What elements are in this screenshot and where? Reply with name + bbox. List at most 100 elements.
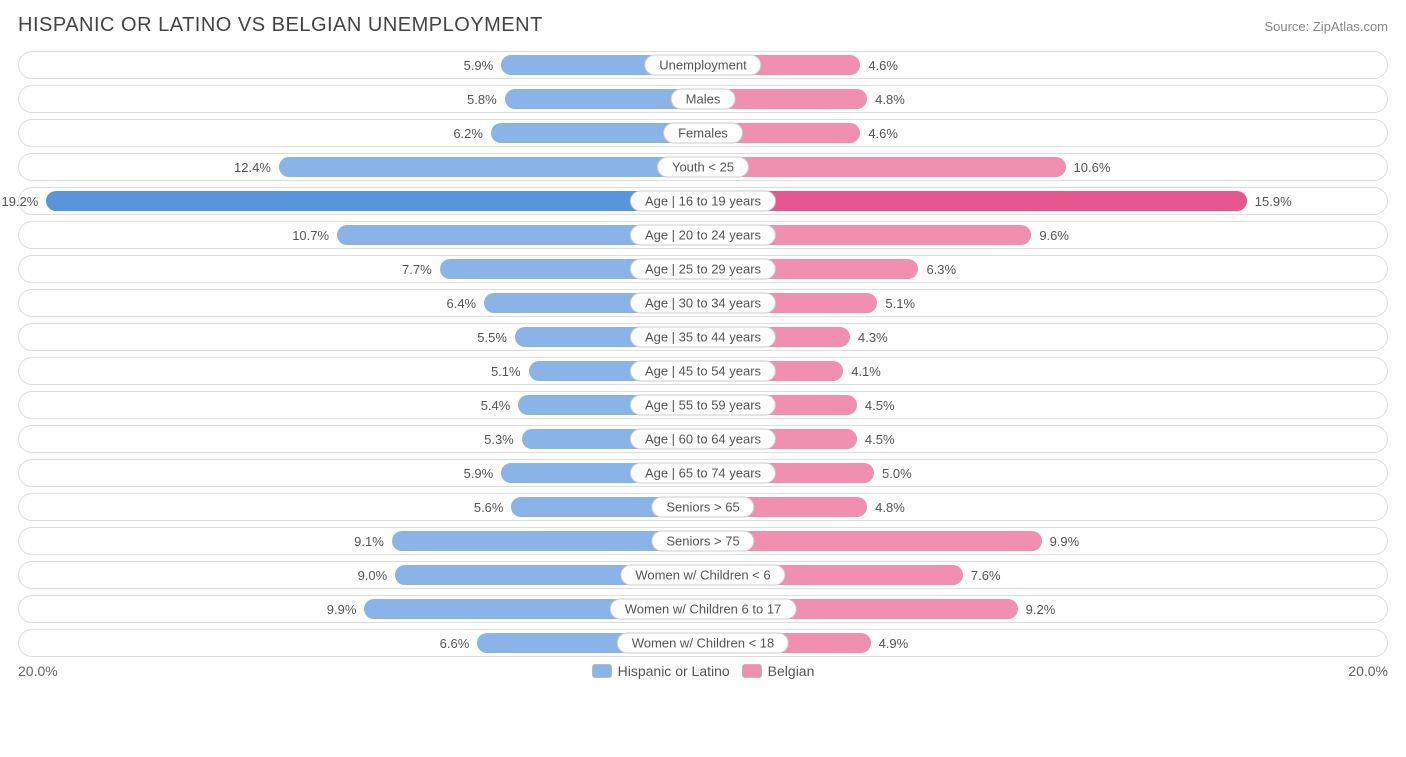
axis-max-left: 20.0%	[18, 663, 78, 679]
bar-right	[703, 191, 1247, 211]
value-right: 4.6%	[860, 120, 898, 146]
value-right: 4.1%	[843, 358, 881, 384]
chart-row-left-half: 9.9%	[19, 596, 703, 622]
chart-row-left-half: 5.6%	[19, 494, 703, 520]
chart-row-left-half: 19.2%	[19, 188, 703, 214]
chart-row-right-half: 4.8%	[703, 86, 1387, 112]
category-label: Age | 35 to 44 years	[630, 327, 776, 348]
chart-row-left-half: 6.4%	[19, 290, 703, 316]
axis-max-right: 20.0%	[1328, 663, 1388, 679]
legend-label-left: Hispanic or Latino	[618, 663, 730, 679]
chart-row-left-half: 12.4%	[19, 154, 703, 180]
category-label: Youth < 25	[657, 157, 749, 178]
chart-row-right-half: 4.3%	[703, 324, 1387, 350]
chart-row-left-half: 7.7%	[19, 256, 703, 282]
chart-row: 9.0% 7.6% Women w/ Children < 6	[18, 561, 1388, 589]
value-right: 4.5%	[857, 426, 895, 452]
value-left: 19.2%	[2, 188, 47, 214]
category-label: Seniors > 75	[651, 531, 754, 552]
value-left: 9.9%	[327, 596, 365, 622]
chart-row: 5.3%4.5%Age | 60 to 64 years	[18, 425, 1388, 453]
chart-row: 9.1% 9.9% Seniors > 75	[18, 527, 1388, 555]
bar-left	[279, 157, 703, 177]
value-left: 9.1%	[354, 528, 392, 554]
source-attribution: Source: ZipAtlas.com	[1264, 19, 1388, 34]
category-label: Age | 20 to 24 years	[630, 225, 776, 246]
category-label: Age | 55 to 59 years	[630, 395, 776, 416]
bar-right	[703, 157, 1066, 177]
legend: Hispanic or Latino Belgian	[592, 663, 815, 679]
category-label: Age | 65 to 74 years	[630, 463, 776, 484]
category-label: Age | 45 to 54 years	[630, 361, 776, 382]
value-left: 9.0%	[358, 562, 396, 588]
category-label: Women w/ Children < 18	[617, 633, 789, 654]
legend-label-right: Belgian	[768, 663, 815, 679]
chart-row-right-half: 4.5%	[703, 392, 1387, 418]
value-left: 5.4%	[481, 392, 519, 418]
value-left: 6.6%	[440, 630, 478, 656]
value-right: 9.9%	[1042, 528, 1080, 554]
value-right: 10.6%	[1066, 154, 1111, 180]
chart-row-right-half: 9.6%	[703, 222, 1387, 248]
chart-row: 19.2%15.9%Age | 16 to 19 years	[18, 187, 1388, 215]
value-right: 4.3%	[850, 324, 888, 350]
chart-row: 5.6% 4.8% Seniors > 65	[18, 493, 1388, 521]
value-right: 5.1%	[877, 290, 915, 316]
chart-footer: 20.0% Hispanic or Latino Belgian 20.0%	[18, 663, 1388, 679]
value-left: 5.8%	[467, 86, 505, 112]
chart-row-right-half: 10.6%	[703, 154, 1387, 180]
chart-row-right-half: 9.9%	[703, 528, 1387, 554]
category-label: Women w/ Children < 6	[620, 565, 785, 586]
chart-title: HISPANIC OR LATINO VS BELGIAN UNEMPLOYME…	[18, 14, 543, 37]
chart-row: 5.1% 4.1% Age | 45 to 54 years	[18, 357, 1388, 385]
category-label: Unemployment	[644, 55, 761, 76]
value-right: 4.9%	[871, 630, 909, 656]
chart-row-left-half: 5.5%	[19, 324, 703, 350]
value-right: 4.8%	[867, 494, 905, 520]
value-right: 9.2%	[1018, 596, 1056, 622]
chart-row-right-half: 4.6%	[703, 52, 1387, 78]
value-left: 5.6%	[474, 494, 512, 520]
chart-row-right-half: 4.8%	[703, 494, 1387, 520]
chart-row: 5.5% 4.3% Age | 35 to 44 years	[18, 323, 1388, 351]
value-left: 5.5%	[477, 324, 515, 350]
value-left: 5.9%	[464, 52, 502, 78]
value-right: 4.8%	[867, 86, 905, 112]
chart-row-left-half: 5.9%	[19, 460, 703, 486]
value-left: 5.1%	[491, 358, 529, 384]
value-right: 15.9%	[1247, 188, 1292, 214]
category-label: Males	[671, 89, 736, 110]
chart-row-right-half: 9.2%	[703, 596, 1387, 622]
chart-row: 5.4% 4.5% Age | 55 to 59 years	[18, 391, 1388, 419]
chart-row-right-half: 4.1%	[703, 358, 1387, 384]
chart-row-left-half: 6.2%	[19, 120, 703, 146]
diverging-bar-chart: 5.9%4.6%Unemployment5.8%4.8%Males6.2%4.6…	[18, 51, 1388, 657]
chart-row: 10.7% 9.6%Age | 20 to 24 years	[18, 221, 1388, 249]
value-left: 12.4%	[234, 154, 279, 180]
chart-row-left-half: 5.9%	[19, 52, 703, 78]
chart-row-left-half: 5.8%	[19, 86, 703, 112]
swatch-blue-icon	[592, 664, 612, 678]
value-right: 5.0%	[874, 460, 912, 486]
value-right: 6.3%	[918, 256, 956, 282]
chart-row-left-half: 10.7%	[19, 222, 703, 248]
chart-row-right-half: 15.9%	[703, 188, 1387, 214]
chart-row: 5.9% 4.6%Unemployment	[18, 51, 1388, 79]
header-row: HISPANIC OR LATINO VS BELGIAN UNEMPLOYME…	[18, 14, 1388, 37]
value-left: 5.3%	[484, 426, 522, 452]
chart-row: 7.7%6.3%Age | 25 to 29 years	[18, 255, 1388, 283]
chart-row: 6.4% 5.1% Age | 30 to 34 years	[18, 289, 1388, 317]
chart-row-left-half: 5.3%	[19, 426, 703, 452]
chart-row-left-half: 5.4%	[19, 392, 703, 418]
chart-row-right-half: 4.6%	[703, 120, 1387, 146]
category-label: Women w/ Children 6 to 17	[610, 599, 797, 620]
value-left: 10.7%	[292, 222, 337, 248]
chart-row-right-half: 6.3%	[703, 256, 1387, 282]
value-right: 4.5%	[857, 392, 895, 418]
value-right: 7.6%	[963, 562, 1001, 588]
category-label: Seniors > 65	[651, 497, 754, 518]
chart-row-right-half: 5.1%	[703, 290, 1387, 316]
category-label: Age | 30 to 34 years	[630, 293, 776, 314]
chart-row-left-half: 9.1%	[19, 528, 703, 554]
value-left: 6.2%	[453, 120, 491, 146]
